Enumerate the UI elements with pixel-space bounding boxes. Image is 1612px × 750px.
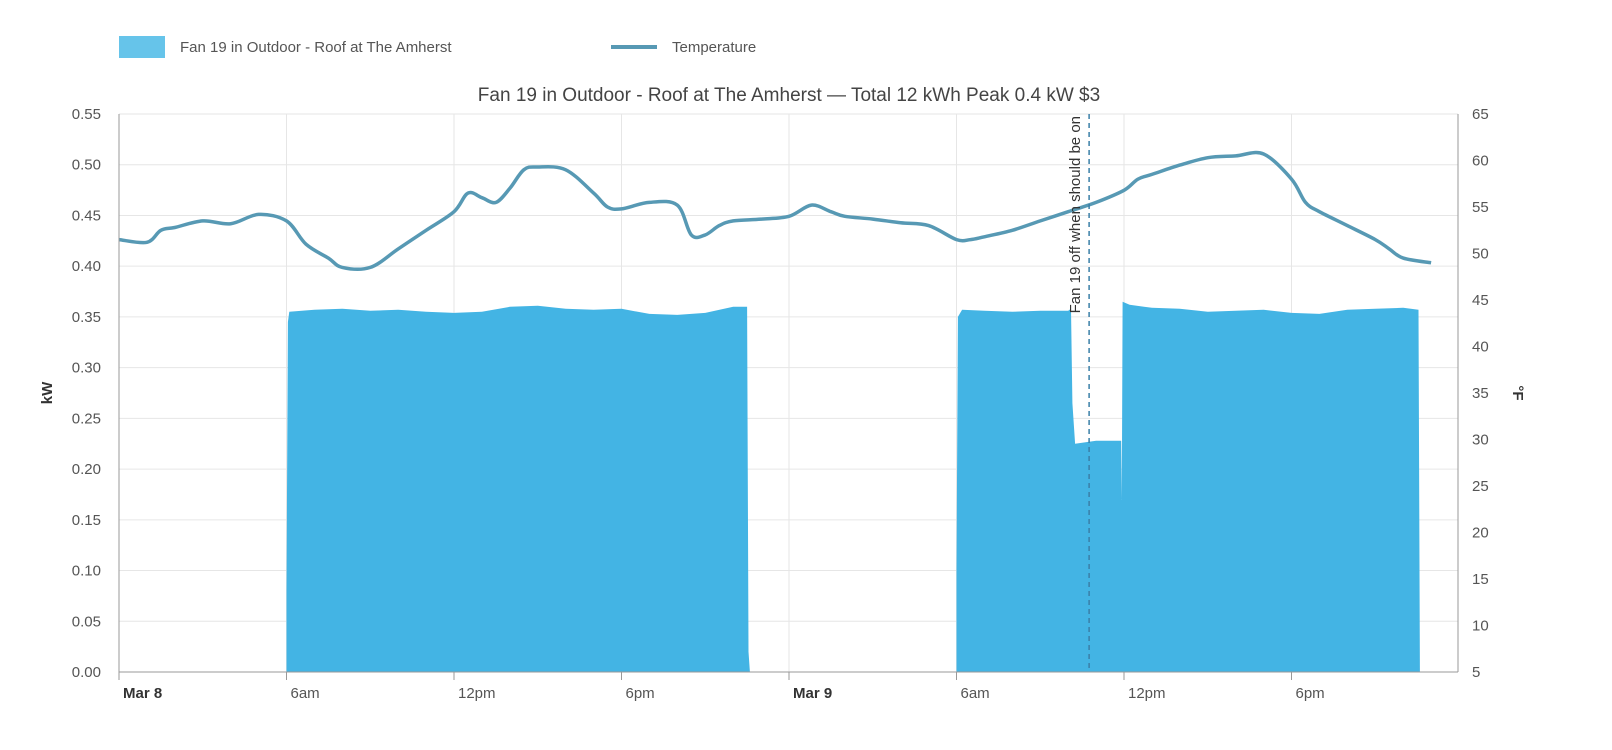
y-right-tick-label: 5 (1472, 664, 1480, 681)
y-right-tick-label: 40 (1472, 339, 1489, 356)
x-tick-label: 6am (961, 685, 990, 702)
x-tick-label: 6am (291, 685, 320, 702)
y-left-tick-label: 0.15 (72, 512, 101, 529)
x-tick-label: Mar 8 (123, 685, 162, 702)
chart-title: Fan 19 in Outdoor - Roof at The Amherst … (478, 85, 1100, 106)
series-temperature-line (118, 150, 1432, 271)
y-left-tick-label: 0.10 (72, 563, 101, 580)
y-axis-left-label: kW (39, 381, 56, 404)
x-tick-label: Mar 9 (793, 685, 832, 702)
y-left-tick-label: 0.40 (72, 258, 101, 275)
legend-item-fan[interactable]: Fan 19 in Outdoor - Roof at The Amherst (119, 36, 452, 58)
y-right-tick-label: 35 (1472, 385, 1489, 402)
axes: 0.00 0.05 0.10 0.15 0.20 0.25 0.30 0.35 0.40 0.45… (72, 106, 1489, 702)
y-right-tick-label: 15 (1472, 571, 1489, 588)
x-tick-label: 12pm (1128, 685, 1166, 702)
y-right-tick-label: 50 (1472, 246, 1489, 263)
series-fan-power-area (119, 301, 1420, 672)
x-tick-label: 12pm (458, 685, 496, 702)
y-left-tick-label: 0.00 (72, 664, 101, 681)
y-right-tick-label: 10 (1472, 618, 1489, 635)
y-left-tick-label: 0.55 (72, 106, 101, 123)
y-right-tick-label: 25 (1472, 478, 1489, 495)
y-left-tick-label: 0.35 (72, 309, 101, 326)
y-right-tick-label: 20 (1472, 525, 1489, 542)
y-right-tick-label: 45 (1472, 292, 1489, 309)
legend-swatch-fan (119, 36, 165, 58)
y-right-tick-label: 60 (1472, 153, 1489, 170)
x-tick-label: 6pm (1296, 685, 1325, 702)
y-left-tick-label: 0.20 (72, 461, 101, 478)
annotation: Fan 19 off when should be on (1067, 114, 1090, 672)
legend-label-fan: Fan 19 in Outdoor - Roof at The Amherst (180, 39, 452, 56)
annotation-label: Fan 19 off when should be on (1067, 116, 1084, 313)
y-right-tick-label: 65 (1472, 106, 1489, 123)
y-right-tick-label: 55 (1472, 199, 1489, 216)
y-left-tick-label: 0.05 (72, 613, 101, 630)
plot-area (119, 301, 1420, 672)
legend-item-temperature[interactable]: Temperature (611, 39, 756, 56)
x-tick-label: 6pm (626, 685, 655, 702)
y-left-tick-label: 0.25 (72, 410, 101, 427)
y-left-tick-label: 0.45 (72, 207, 101, 224)
legend[interactable]: Fan 19 in Outdoor - Roof at The Amherst … (119, 36, 756, 58)
y-left-tick-label: 0.50 (72, 157, 101, 174)
y-axis-right-label: °F (1509, 385, 1526, 400)
y-right-tick-label: 30 (1472, 432, 1489, 449)
y-left-tick-label: 0.30 (72, 360, 101, 377)
temperature-layer (118, 150, 1432, 271)
legend-label-temperature: Temperature (672, 39, 756, 56)
